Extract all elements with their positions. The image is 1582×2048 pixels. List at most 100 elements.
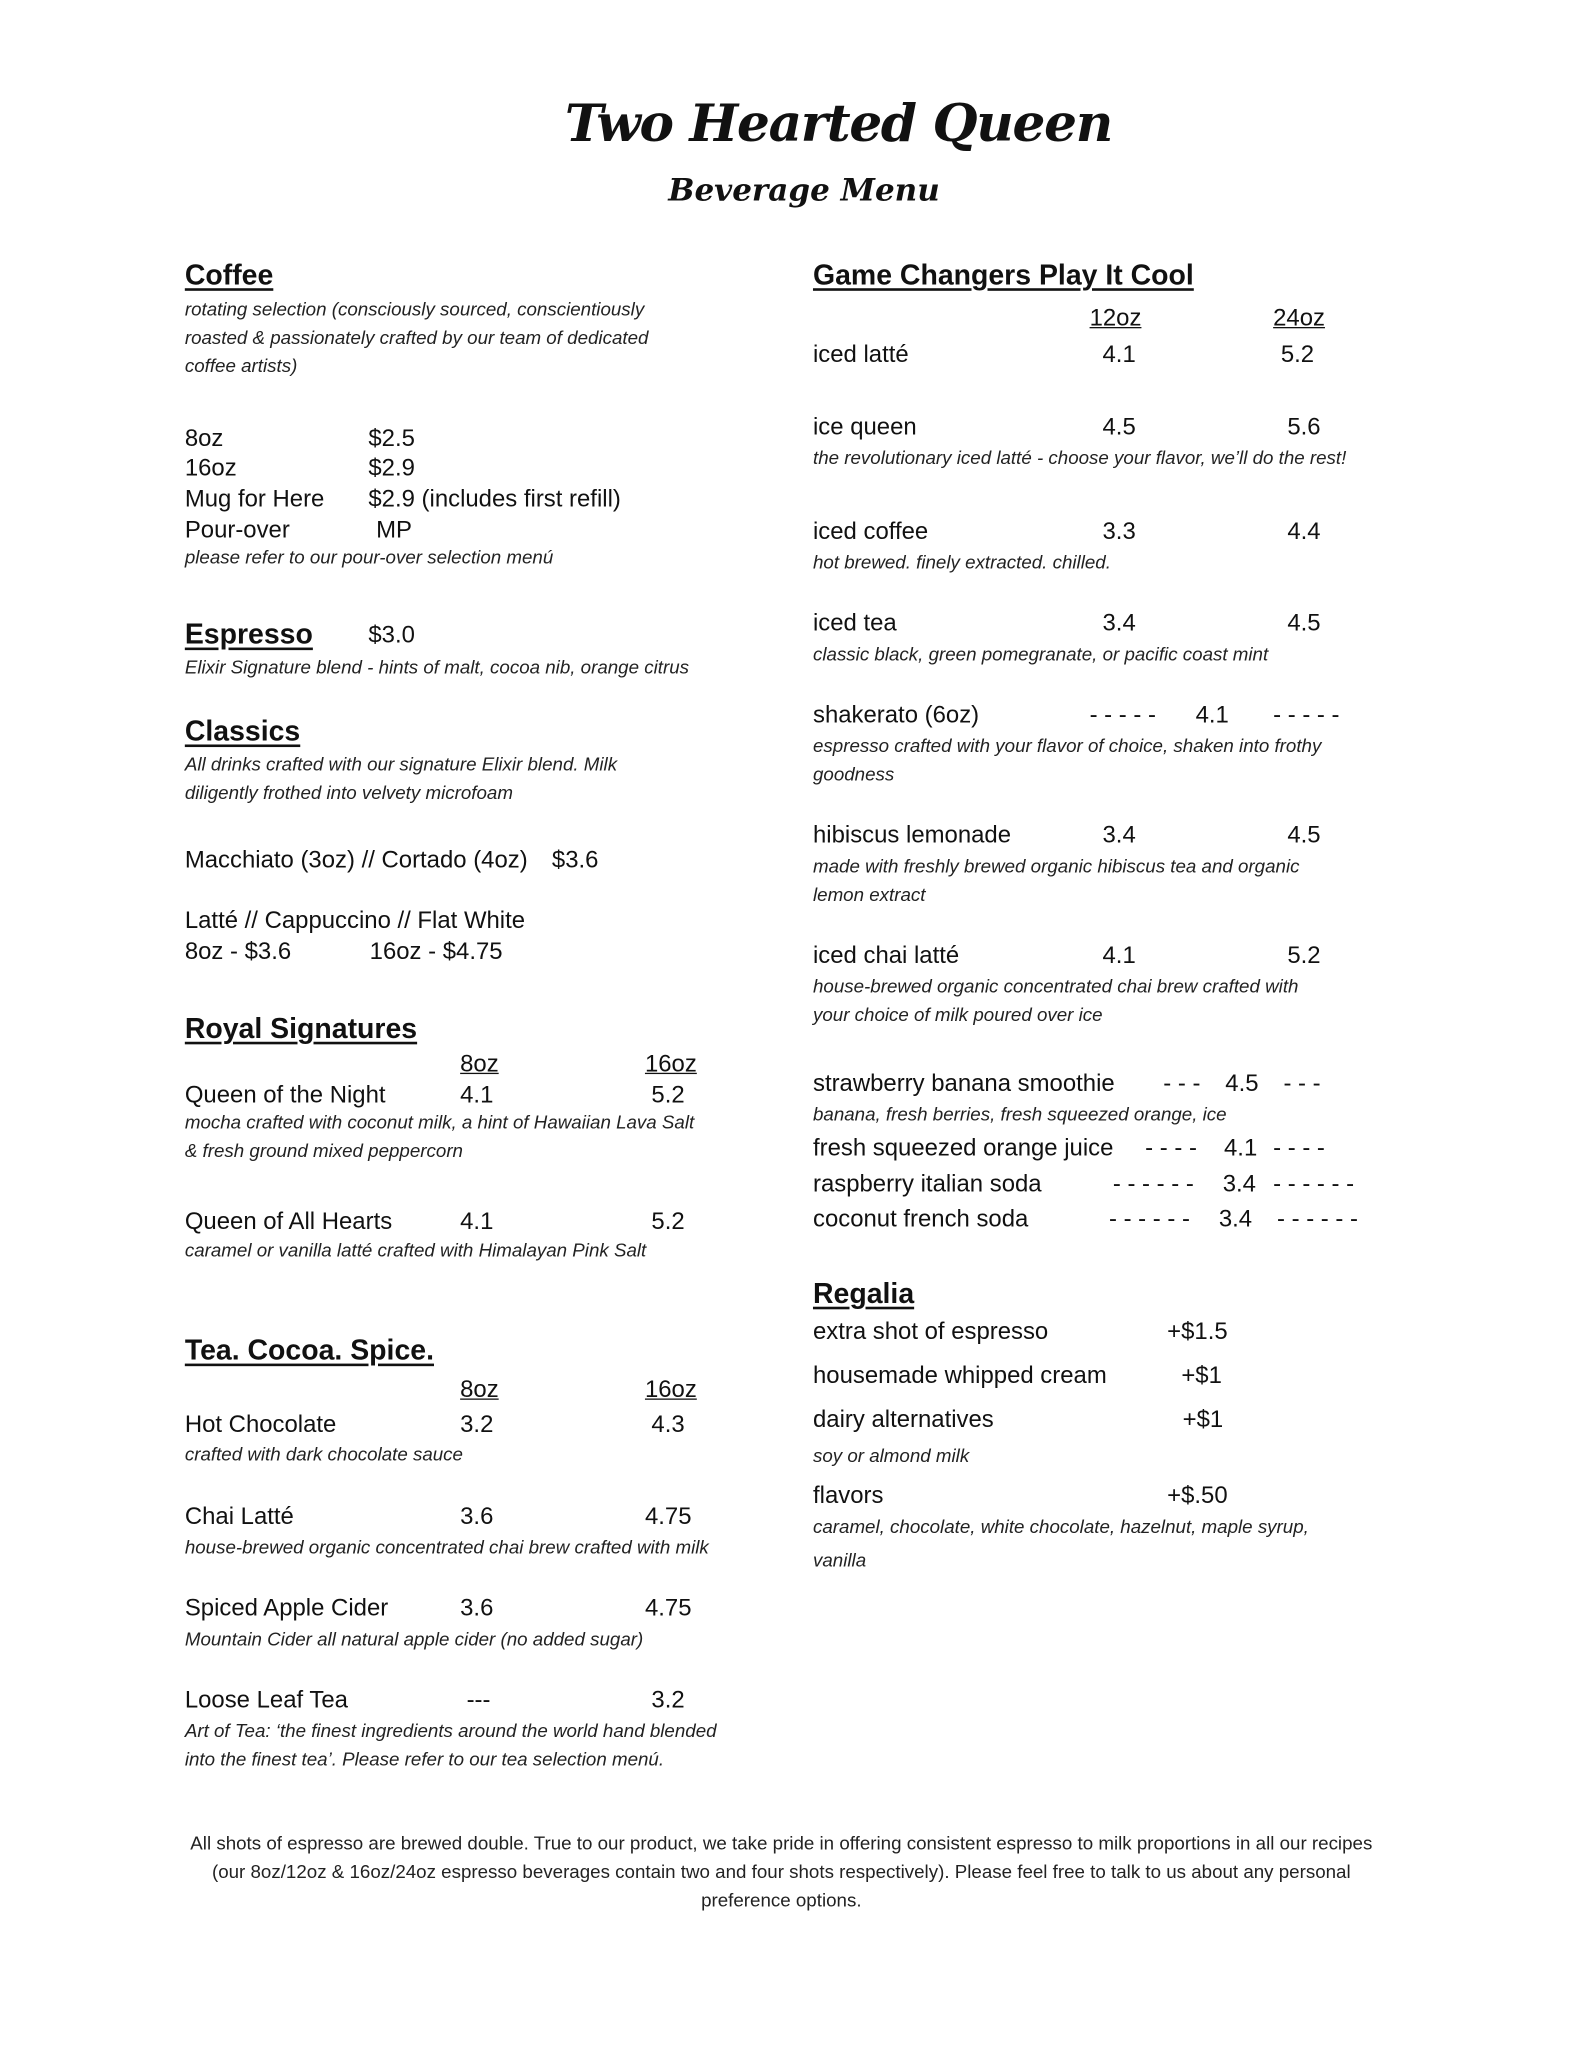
item-price: 3.3 <box>1102 517 1136 545</box>
classics-desc: All drinks crafted with our signature El… <box>184 754 618 776</box>
item-price: 3.4 <box>1218 1204 1253 1232</box>
item-price: 4.1 <box>460 1207 494 1235</box>
item-desc: espresso crafted with your flavor of cho… <box>812 736 1322 758</box>
item-price: 5.6 <box>1287 412 1321 440</box>
coffee-desc: coffee artists) <box>184 356 298 378</box>
dash-filler: - - - <box>1163 1068 1201 1097</box>
item-name: Pour-over <box>184 515 290 543</box>
item-name: Chai Latté <box>184 1501 294 1530</box>
size-header: 8oz <box>460 1375 499 1403</box>
menu-title: Two Hearted Queen <box>564 93 1114 154</box>
item-desc: lemon extract <box>812 885 926 907</box>
item-price: 4.75 <box>644 1593 692 1621</box>
item-price: 5.2 <box>1280 339 1315 368</box>
item-name: coconut french soda <box>812 1204 1029 1232</box>
dash-filler: - - - - - <box>1273 700 1340 728</box>
dash-filler: - - - - - - <box>1276 1204 1358 1232</box>
item-name: flavors <box>812 1481 884 1509</box>
item-name: Latté // Cappuccino // Flat White <box>184 906 526 934</box>
item-desc: goodness <box>812 765 895 786</box>
item-desc: your choice of milk poured over ice <box>812 1005 1103 1027</box>
item-desc: caramel, chocolate, white chocolate, haz… <box>812 1517 1309 1539</box>
item-name: ice queen <box>812 412 917 440</box>
item-price: 4.1 <box>1223 1133 1258 1161</box>
item-price: 4.5 <box>1287 608 1321 636</box>
item-price: 4.5 <box>1225 1068 1259 1097</box>
coffee-desc: rotating selection (consciously sourced,… <box>184 299 645 321</box>
item-name: Macchiato (3oz) // Cortado (4oz) <box>184 845 528 873</box>
coffee-heading: Coffee <box>184 258 274 291</box>
item-name: iced coffee <box>812 517 929 545</box>
coffee-note: please refer to our pour-over selection … <box>184 548 554 569</box>
item-price: $2.5 <box>368 423 415 452</box>
item-price: +$1 <box>1181 1361 1222 1389</box>
item-name: Mug for Here <box>184 484 325 512</box>
item-name: dairy alternatives <box>812 1404 994 1433</box>
item-price: --- <box>466 1685 491 1713</box>
item-name: Hot Chocolate <box>184 1410 337 1438</box>
item-desc: crafted with dark chocolate sauce <box>184 1445 463 1466</box>
dash-filler: - - - - - <box>1089 700 1156 728</box>
item-name: Queen of the Night <box>184 1080 386 1108</box>
item-price: 3.6 <box>460 1501 494 1530</box>
item-price: 4.3 <box>651 1410 685 1438</box>
classics-heading: Classics <box>184 714 301 748</box>
item-price: 3.2 <box>460 1410 494 1438</box>
size-header: 24oz <box>1273 303 1325 331</box>
item-price: 3.6 <box>460 1593 494 1621</box>
item-name: iced chai latté <box>812 940 960 969</box>
item-name: 16oz <box>184 453 237 481</box>
item-desc: house-brewed organic concentrated chai b… <box>812 977 1299 998</box>
item-price: +$1.5 <box>1167 1317 1228 1345</box>
item-price: 4.1 <box>1102 339 1136 368</box>
dash-filler: - - - - <box>1273 1133 1325 1161</box>
item-desc: Mountain Cider all natural apple cider (… <box>184 1629 644 1651</box>
classics-desc: diligently frothed into velvety microfoa… <box>184 783 513 804</box>
item-name: Loose Leaf Tea <box>184 1685 348 1713</box>
item-name: shakerato (6oz) <box>812 700 980 728</box>
item-price: +$.50 <box>1167 1481 1228 1509</box>
item-name: fresh squeezed orange juice <box>812 1133 1114 1161</box>
item-price: 3.4 <box>1222 1169 1256 1197</box>
item-desc: classic black, green pomegranate, or pac… <box>812 644 1269 666</box>
item-price: 4.75 <box>644 1501 692 1530</box>
item-price: 5.2 <box>651 1080 685 1108</box>
item-price: +$1 <box>1182 1404 1224 1433</box>
item-desc: soy or almond milk <box>812 1446 970 1467</box>
size-header: 16oz <box>644 1375 697 1403</box>
item-price: 8oz - $3.6 <box>184 937 292 965</box>
item-name: extra shot of espresso <box>812 1317 1049 1345</box>
item-price: 3.4 <box>1102 820 1136 848</box>
item-desc: & fresh ground mixed peppercorn <box>184 1141 463 1162</box>
item-desc: Art of Tea: ‘the finest ingredients arou… <box>184 1721 717 1743</box>
coffee-desc: roasted & passionately crafted by our te… <box>184 328 649 349</box>
dash-filler: - - - - - - <box>1108 1204 1190 1232</box>
dash-filler: - - - - <box>1145 1133 1197 1161</box>
item-desc: the revolutionary iced latté - choose yo… <box>812 448 1347 470</box>
size-header: 8oz <box>460 1049 499 1077</box>
dash-filler: - - - <box>1283 1068 1321 1097</box>
item-name: iced tea <box>812 608 897 636</box>
item-name: 8oz <box>184 423 224 452</box>
dash-filler: - - - - - - <box>1273 1169 1355 1197</box>
item-name: Queen of All Hearts <box>184 1207 393 1235</box>
item-desc: vanilla <box>812 1551 867 1572</box>
espresso-desc: Elixir Signature blend - hints of malt, … <box>184 657 690 679</box>
item-price: 4.4 <box>1287 517 1321 545</box>
item-name: housemade whipped cream <box>812 1361 1107 1389</box>
size-header: 12oz <box>1089 303 1142 331</box>
item-name: hibiscus lemonade <box>812 820 1012 848</box>
item-desc: made with freshly brewed organic hibiscu… <box>812 856 1300 878</box>
item-desc: mocha crafted with coconut milk, a hint … <box>184 1112 695 1134</box>
menu-subtitle: Beverage Menu <box>668 170 940 209</box>
espresso-price: $3.0 <box>368 620 415 648</box>
dash-filler: - - - - - - <box>1112 1169 1194 1197</box>
cool-heading: Game Changers Play It Cool <box>812 258 1194 291</box>
item-price: $2.9 (includes first refill) <box>368 484 621 512</box>
item-desc: house-brewed organic concentrated chai b… <box>184 1538 709 1559</box>
item-price: 4.5 <box>1102 412 1136 440</box>
espresso-heading: Espresso <box>184 617 313 651</box>
tea-heading: Tea. Cocoa. Spice. <box>184 1333 434 1367</box>
footer-note: All shots of espresso are brewed double.… <box>190 1834 1373 1912</box>
